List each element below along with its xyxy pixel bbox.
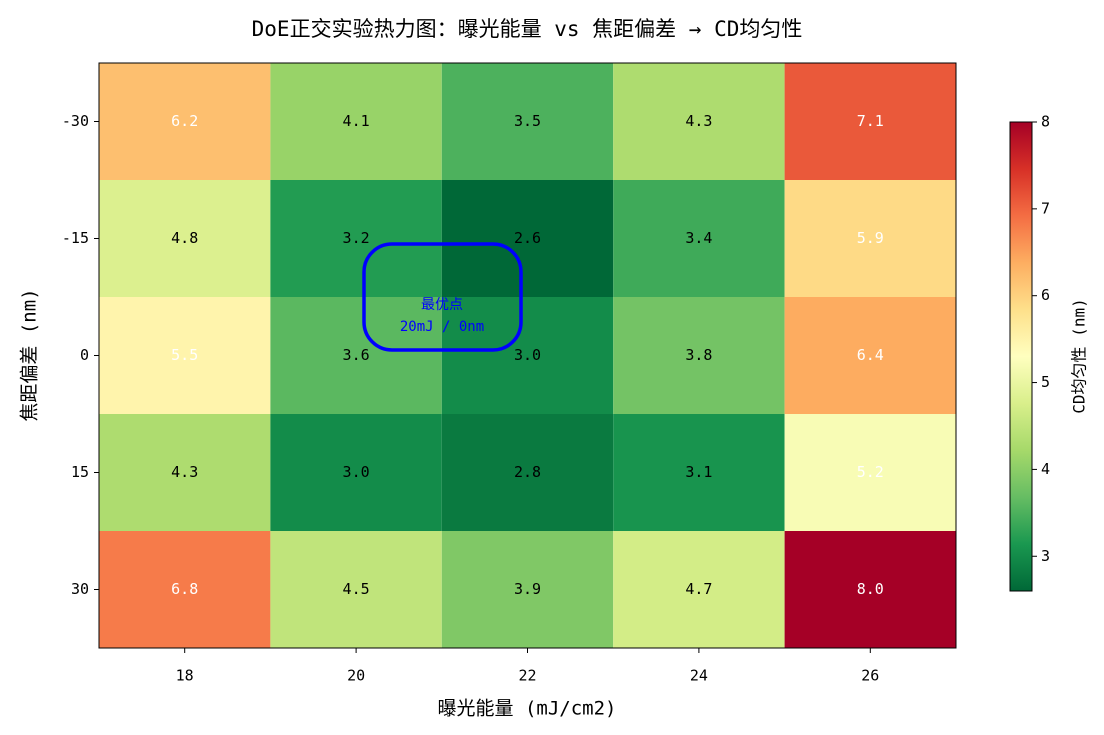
heatmap-cell <box>270 297 442 414</box>
heatmap-cell <box>441 531 614 648</box>
heatmap-cell <box>784 63 956 180</box>
colorbar-tick-label: 3 <box>1041 547 1050 565</box>
colorbar-label: CD均匀性 (nm) <box>1070 298 1089 413</box>
cell-label: 5.2 <box>857 463 884 481</box>
heatmap-cell <box>441 297 614 414</box>
heatmap-cell <box>99 531 271 648</box>
cell-label: 5.9 <box>857 229 884 247</box>
cell-label: 3.9 <box>514 580 541 598</box>
x-tick-label: 20 <box>347 667 365 685</box>
cell-label: 4.8 <box>171 229 198 247</box>
cell-label: 3.6 <box>343 346 370 364</box>
cell-label: 3.2 <box>343 229 370 247</box>
x-tick-label: 18 <box>176 667 194 685</box>
y-tick-label: 15 <box>71 463 89 481</box>
heatmap-cell <box>270 180 442 297</box>
cell-label: 4.1 <box>343 112 370 130</box>
cell-label: 3.5 <box>514 112 541 130</box>
x-tick-label: 26 <box>861 667 879 685</box>
heatmap-cell <box>613 297 785 414</box>
heatmap-cell <box>270 414 442 531</box>
colorbar-tick-label: 6 <box>1041 286 1050 304</box>
y-tick-label: -15 <box>62 229 89 247</box>
heatmap-cell <box>441 63 614 180</box>
cell-label: 3.0 <box>514 346 541 364</box>
heatmap-cell <box>784 414 956 531</box>
heatmap-cell <box>99 414 271 531</box>
colorbar <box>1009 121 1033 592</box>
heatmap-cell <box>613 180 785 297</box>
cell-label: 3.0 <box>343 463 370 481</box>
y-tick-label: -30 <box>62 112 89 130</box>
colorbar-tick-label: 7 <box>1041 199 1050 217</box>
cell-label: 3.1 <box>685 463 712 481</box>
cell-label: 6.2 <box>171 112 198 130</box>
annotation-box <box>362 242 523 352</box>
heatmap-cell <box>784 180 956 297</box>
cell-label: 5.5 <box>171 346 198 364</box>
heatmap-cell <box>613 531 785 648</box>
heatmap-cell <box>99 180 271 297</box>
cell-label: 8.0 <box>857 580 884 598</box>
y-axis-label: 焦距偏差 (nm) <box>19 288 41 421</box>
heatmap-cell <box>441 180 614 297</box>
cell-label: 3.8 <box>685 346 712 364</box>
cell-label: 2.6 <box>514 229 541 247</box>
colorbar-tick-label: 4 <box>1041 460 1050 478</box>
cell-label: 7.1 <box>857 112 884 130</box>
heatmap-cell <box>784 531 956 648</box>
y-tick-label: 30 <box>71 580 89 598</box>
cell-label: 4.5 <box>343 580 370 598</box>
chart-title: DoE正交实验热力图：曝光能量 vs 焦距偏差 → CD均匀性 <box>252 17 803 41</box>
cell-label: 4.3 <box>171 463 198 481</box>
annotation-text: 最优点 <box>421 297 463 313</box>
heatmap-cell <box>613 63 785 180</box>
x-axis-label: 曝光能量 (mJ/cm2) <box>438 698 617 720</box>
heatmap-cell <box>270 63 442 180</box>
heatmap-cell <box>99 63 271 180</box>
cell-label: 6.8 <box>171 580 198 598</box>
cell-label: 2.8 <box>514 463 541 481</box>
x-tick-label: 22 <box>518 667 536 685</box>
annotation-text: 20mJ / 0nm <box>400 319 484 335</box>
heatmap-cell <box>441 414 614 531</box>
x-tick-label: 24 <box>690 667 708 685</box>
cell-label: 4.3 <box>685 112 712 130</box>
cell-label: 3.4 <box>685 229 712 247</box>
cell-label: 6.4 <box>857 346 884 364</box>
colorbar-tick-label: 8 <box>1041 113 1050 131</box>
heatmap-cell <box>99 297 271 414</box>
colorbar-tick-label: 5 <box>1041 373 1050 391</box>
heatmap-cell <box>270 531 442 648</box>
heatmap-cell <box>784 297 956 414</box>
heatmap-cell <box>613 414 785 531</box>
cell-label: 4.7 <box>685 580 712 598</box>
y-tick-label: 0 <box>80 346 89 364</box>
